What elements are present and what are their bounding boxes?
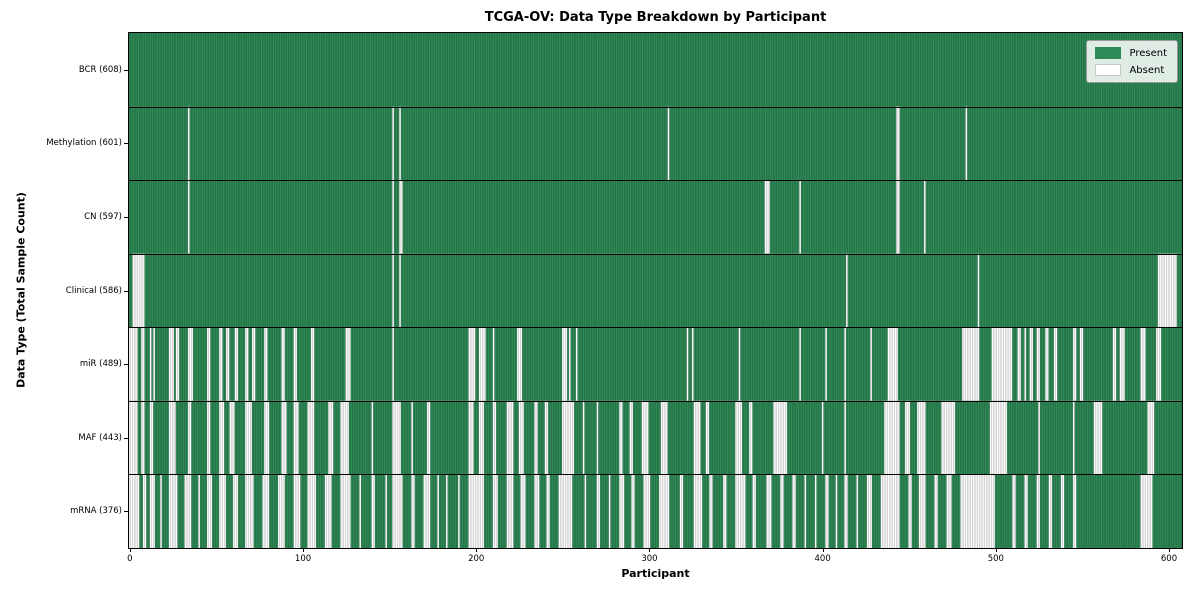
xtick-label-300: 300 <box>641 554 658 564</box>
x-axis-title: Participant <box>621 567 690 580</box>
heatmap-canvas <box>129 33 1182 548</box>
xtick-label-200: 200 <box>468 554 485 564</box>
ytick-label-Clinical: Clinical (586) <box>65 285 122 296</box>
ytick-label-mRNA: mRNA (376) <box>70 506 122 517</box>
xtick-mark <box>996 548 997 552</box>
plot-area: Present Absent <box>128 32 1183 549</box>
ytick-mark <box>124 291 128 292</box>
xtick-label-400: 400 <box>814 554 831 564</box>
legend: Present Absent <box>1086 40 1178 83</box>
xtick-mark <box>823 548 824 552</box>
xtick-label-600: 600 <box>1160 554 1178 564</box>
xtick-mark <box>476 548 477 552</box>
ytick-label-MAF: MAF (443) <box>78 432 122 443</box>
ytick-mark <box>124 511 128 512</box>
legend-label-present: Present <box>1129 47 1167 59</box>
legend-label-absent: Absent <box>1129 64 1165 76</box>
legend-swatch-present-icon <box>1095 47 1122 59</box>
xtick-label-100: 100 <box>294 554 312 564</box>
xtick-label-0: 0 <box>127 554 133 564</box>
ytick-mark <box>124 438 128 439</box>
ytick-label-CN: CN (597) <box>84 211 122 222</box>
legend-swatch-absent-icon <box>1095 64 1122 76</box>
ytick-mark <box>124 70 128 71</box>
legend-item-absent: Absent <box>1095 64 1167 76</box>
ytick-mark <box>124 143 128 144</box>
ytick-label-miR: miR (489) <box>79 359 122 370</box>
ytick-label-Methylation: Methylation (601) <box>46 138 122 149</box>
xtick-mark <box>1169 548 1170 552</box>
ytick-mark <box>124 217 128 218</box>
chart-title: TCGA-OV: Data Type Breakdown by Particip… <box>484 10 827 25</box>
ytick-mark <box>124 364 128 365</box>
ytick-label-BCR: BCR (608) <box>78 64 122 75</box>
xtick-mark <box>649 548 650 552</box>
xtick-mark <box>130 548 131 552</box>
xtick-mark <box>303 548 304 552</box>
xtick-label-500: 500 <box>987 554 1004 564</box>
legend-item-present: Present <box>1095 47 1167 59</box>
